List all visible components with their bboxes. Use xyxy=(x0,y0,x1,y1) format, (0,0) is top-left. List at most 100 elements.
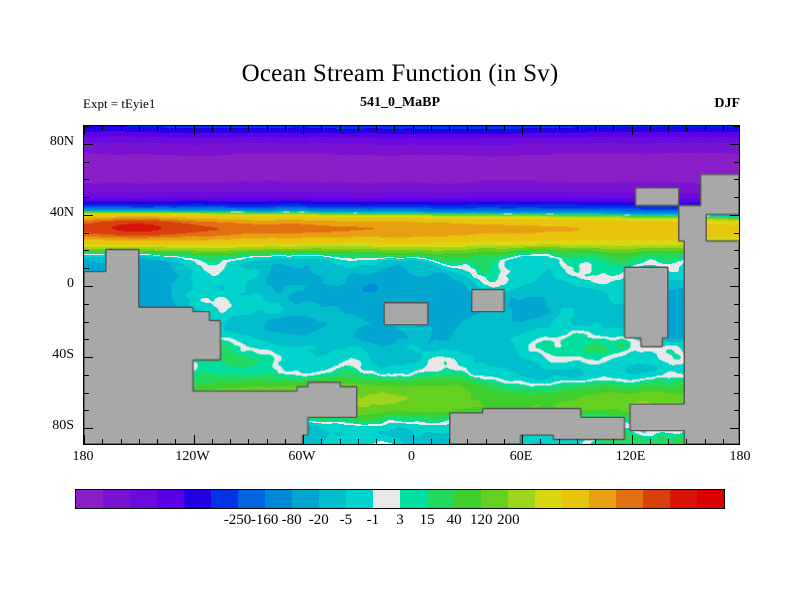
colorbar-cell-8 xyxy=(292,490,319,508)
axis-tick xyxy=(102,439,104,444)
axis-tick xyxy=(734,392,739,394)
axis-tick xyxy=(84,357,93,359)
axis-tick xyxy=(84,374,89,376)
axis-tick xyxy=(266,439,268,444)
axis-tick xyxy=(339,439,341,444)
axis-tick xyxy=(631,435,633,444)
colorbar-label-8: 40 xyxy=(446,512,462,528)
axis-tick xyxy=(734,268,739,270)
stream-function-field xyxy=(84,126,739,444)
axis-tick xyxy=(102,126,104,131)
axis-tick xyxy=(734,410,739,412)
axis-tick xyxy=(230,126,231,131)
y-axis-label-3: 40S xyxy=(52,347,74,363)
axis-tick xyxy=(248,439,250,444)
colorbar-cell-17 xyxy=(535,490,562,508)
x-axis-label-0: 180 xyxy=(72,449,94,464)
colorbar-cell-15 xyxy=(481,490,508,508)
axis-tick xyxy=(84,428,93,430)
chart-subtitle: 541_0_MaBP xyxy=(359,95,441,110)
axis-tick xyxy=(613,439,615,444)
x-axis-label-3: 0 xyxy=(408,449,415,464)
axis-tick xyxy=(84,143,93,145)
axis-tick xyxy=(84,214,93,216)
axis-tick xyxy=(321,126,323,131)
axis-tick xyxy=(357,439,359,444)
axis-tick xyxy=(84,303,89,305)
axis-tick xyxy=(467,126,469,131)
axis-tick xyxy=(449,439,450,444)
axis-tick xyxy=(357,126,359,131)
axis-tick xyxy=(394,126,396,131)
axis-tick xyxy=(284,126,286,131)
axis-tick xyxy=(211,126,213,131)
axis-tick xyxy=(613,126,615,131)
axis-tick xyxy=(84,410,89,412)
colorbar-label-1: -160 xyxy=(250,512,279,528)
axis-tick xyxy=(412,126,414,135)
axis-tick xyxy=(503,126,505,131)
page-title: Ocean Stream Function (in Sv) xyxy=(241,60,559,87)
colorbar-cell-6 xyxy=(238,490,265,508)
colorbar-cell-18 xyxy=(562,490,589,508)
axis-tick xyxy=(595,126,596,131)
axis-tick xyxy=(394,439,396,444)
colorbar-cell-19 xyxy=(589,490,616,508)
axis-tick xyxy=(120,126,122,131)
experiment-label: Expt = tEyie1 xyxy=(83,96,156,111)
axis-tick xyxy=(668,126,669,131)
axis-tick xyxy=(303,435,304,444)
colorbar-cell-16 xyxy=(508,490,535,508)
axis-tick xyxy=(84,286,93,287)
axis-tick xyxy=(193,435,195,444)
axis-tick xyxy=(734,232,739,234)
axis-tick xyxy=(175,126,177,131)
axis-tick xyxy=(734,374,739,376)
axis-tick xyxy=(376,439,377,444)
axis-tick xyxy=(84,126,85,135)
colorbar-cell-2 xyxy=(130,490,157,508)
colorbar-cell-4 xyxy=(184,490,211,508)
axis-tick xyxy=(193,126,195,135)
axis-tick xyxy=(686,439,688,444)
colorbar-cell-12 xyxy=(400,490,427,508)
axis-tick xyxy=(558,439,560,444)
colorbar-label-3: -20 xyxy=(308,512,329,528)
x-axis-label-4: 60E xyxy=(509,449,533,464)
axis-tick xyxy=(734,321,739,323)
axis-tick xyxy=(722,126,724,131)
axis-tick xyxy=(230,439,231,444)
axis-tick xyxy=(540,439,542,444)
colorbar-cell-7 xyxy=(265,490,292,508)
axis-tick xyxy=(84,268,89,270)
axis-tick xyxy=(704,439,706,444)
y-axis-label-4: 80S xyxy=(52,418,74,434)
colorbar-cell-1 xyxy=(103,490,130,508)
x-axis-label-2: 60W xyxy=(288,449,316,464)
axis-tick xyxy=(522,435,523,444)
axis-tick xyxy=(84,197,89,199)
axis-tick xyxy=(485,439,487,444)
axis-tick xyxy=(734,126,739,127)
axis-tick xyxy=(157,126,158,131)
axis-tick xyxy=(449,126,450,131)
axis-tick xyxy=(558,126,560,131)
colorbar xyxy=(75,489,725,509)
axis-tick xyxy=(730,286,739,287)
colorbar-label-10: 200 xyxy=(497,512,520,528)
axis-tick xyxy=(686,126,688,131)
axis-tick xyxy=(211,439,213,444)
axis-tick xyxy=(303,126,304,135)
x-axis-label-6: 180 xyxy=(729,449,751,464)
axis-tick xyxy=(485,126,487,131)
axis-tick xyxy=(595,439,596,444)
colorbar-cell-10 xyxy=(346,490,373,508)
colorbar-label-5: -1 xyxy=(366,512,380,528)
axis-tick xyxy=(284,439,286,444)
colorbar-cell-11 xyxy=(373,490,400,508)
axis-tick xyxy=(734,161,739,163)
colorbar-cell-23 xyxy=(697,490,724,508)
axis-tick xyxy=(649,439,651,444)
colorbar-label-4: -5 xyxy=(339,512,353,528)
axis-tick xyxy=(734,339,739,341)
